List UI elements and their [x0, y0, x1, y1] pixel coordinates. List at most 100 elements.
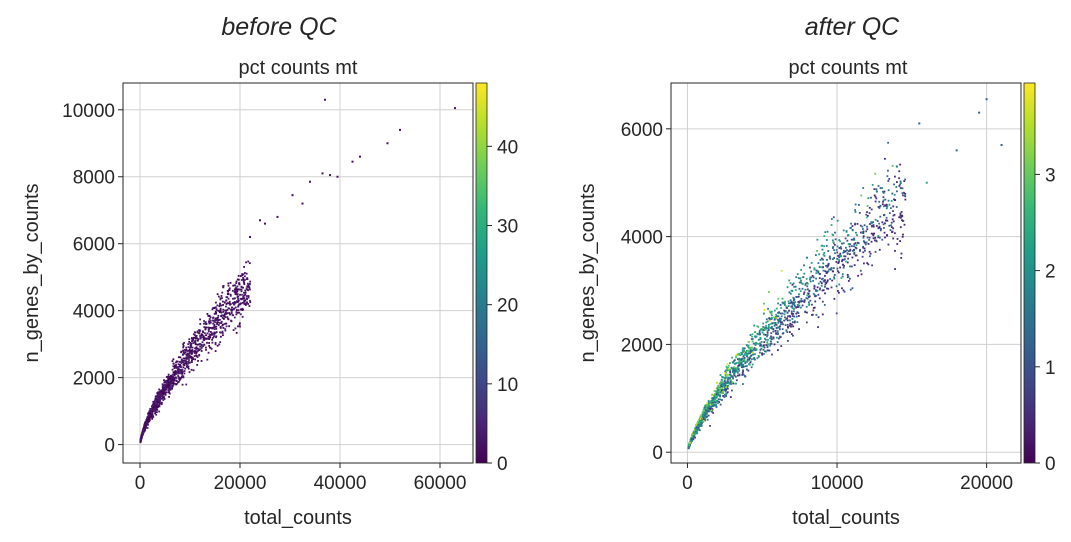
scatter-point [238, 311, 240, 314]
scatter-point [809, 266, 811, 269]
scatter-point [771, 316, 773, 319]
scatter-point [777, 297, 780, 300]
scatter-point [192, 358, 195, 361]
scatter-point [797, 300, 800, 303]
scatter-point [207, 329, 210, 332]
scatter-point [843, 251, 846, 253]
scatter-point [810, 276, 813, 279]
scatter-point [802, 276, 805, 279]
scatter-point [208, 318, 211, 320]
scatter-point [239, 297, 242, 300]
scatter-point [795, 315, 798, 318]
scatter-point [791, 305, 793, 308]
scatter-point [818, 253, 821, 256]
scatter-point [795, 295, 798, 298]
scatter-point [806, 297, 809, 300]
scatter-point [153, 409, 156, 412]
x-tick-label: 0 [135, 473, 146, 494]
scatter-point [203, 343, 206, 346]
scatter-point [249, 280, 252, 283]
scatter-point [689, 440, 692, 442]
scatter-point [726, 381, 729, 384]
scatter-point [454, 107, 456, 110]
scatter-point [832, 247, 834, 249]
scatter-point [201, 334, 204, 337]
scatter-point [216, 344, 219, 347]
scatter-point [211, 333, 214, 336]
scatter-point [167, 375, 170, 378]
scatter-point [226, 312, 229, 315]
scatter-point [206, 341, 208, 344]
scatter-point [692, 432, 695, 435]
scatter-point [222, 334, 224, 337]
scatter-point [766, 320, 769, 323]
scatter-point [227, 297, 230, 300]
scatter-point [696, 422, 699, 424]
panel-suptitle: before QC [221, 13, 337, 41]
scatter-point [775, 332, 777, 335]
scatter-point [847, 280, 850, 282]
scatter-point [818, 277, 821, 280]
scatter-point [233, 316, 236, 319]
scatter-point [765, 326, 767, 329]
scatter-point [815, 272, 818, 275]
scatter-point [228, 300, 231, 303]
scatter-point [145, 419, 148, 422]
scatter-point [174, 364, 177, 367]
scatter-point [733, 370, 736, 373]
scatter-point [872, 221, 875, 224]
scatter-point [761, 353, 764, 356]
scatter-point [776, 330, 779, 332]
scatter-point [803, 264, 805, 267]
scatter-point [884, 222, 886, 225]
scatter-point [231, 306, 234, 309]
scatter-point [149, 408, 152, 410]
scatter-point [859, 224, 862, 227]
scatter-point [770, 338, 773, 341]
scatter-point [879, 187, 882, 189]
scatter-point [202, 331, 205, 334]
scatter-point [241, 273, 244, 275]
scatter-point [242, 276, 244, 279]
scatter-point [179, 371, 182, 374]
scatter-point [179, 369, 181, 372]
scatter-point [843, 258, 846, 261]
scatter-point [240, 279, 243, 281]
scatter-point [178, 365, 181, 368]
scatter-point [151, 407, 154, 409]
scatter-point [222, 286, 225, 289]
scatter-point [777, 337, 780, 340]
scatter-point [240, 288, 243, 291]
scatter-point [892, 210, 894, 212]
scatter-point [749, 361, 752, 364]
scatter-point [217, 295, 220, 298]
scatter-point [219, 298, 222, 301]
scatter-point [882, 205, 885, 208]
scatter-point [890, 207, 892, 209]
scatter-point [738, 358, 740, 361]
scatter-point [183, 359, 185, 362]
scatter-point [823, 304, 826, 306]
scatter-point [901, 187, 904, 190]
scatter-point [814, 254, 817, 257]
scatter-point [873, 194, 876, 197]
scatter-point [839, 266, 841, 269]
scatter-point [732, 368, 735, 371]
scatter-point [198, 330, 201, 333]
scatter-point [171, 385, 174, 388]
scatter-point [849, 288, 852, 291]
scatter-point [191, 349, 194, 351]
scatter-point [722, 395, 725, 397]
scatter-point [712, 394, 715, 397]
scatter-point [749, 348, 752, 351]
scatter-point [782, 323, 784, 326]
scatter-point [194, 334, 196, 337]
scatter-point [896, 238, 899, 240]
scatter-point [845, 230, 848, 233]
scatter-point [247, 260, 250, 263]
scatter-point [193, 352, 196, 354]
scatter-point [846, 261, 849, 264]
scatter-point [745, 353, 748, 356]
scatter-point [874, 236, 877, 239]
scatter-point [139, 440, 142, 443]
